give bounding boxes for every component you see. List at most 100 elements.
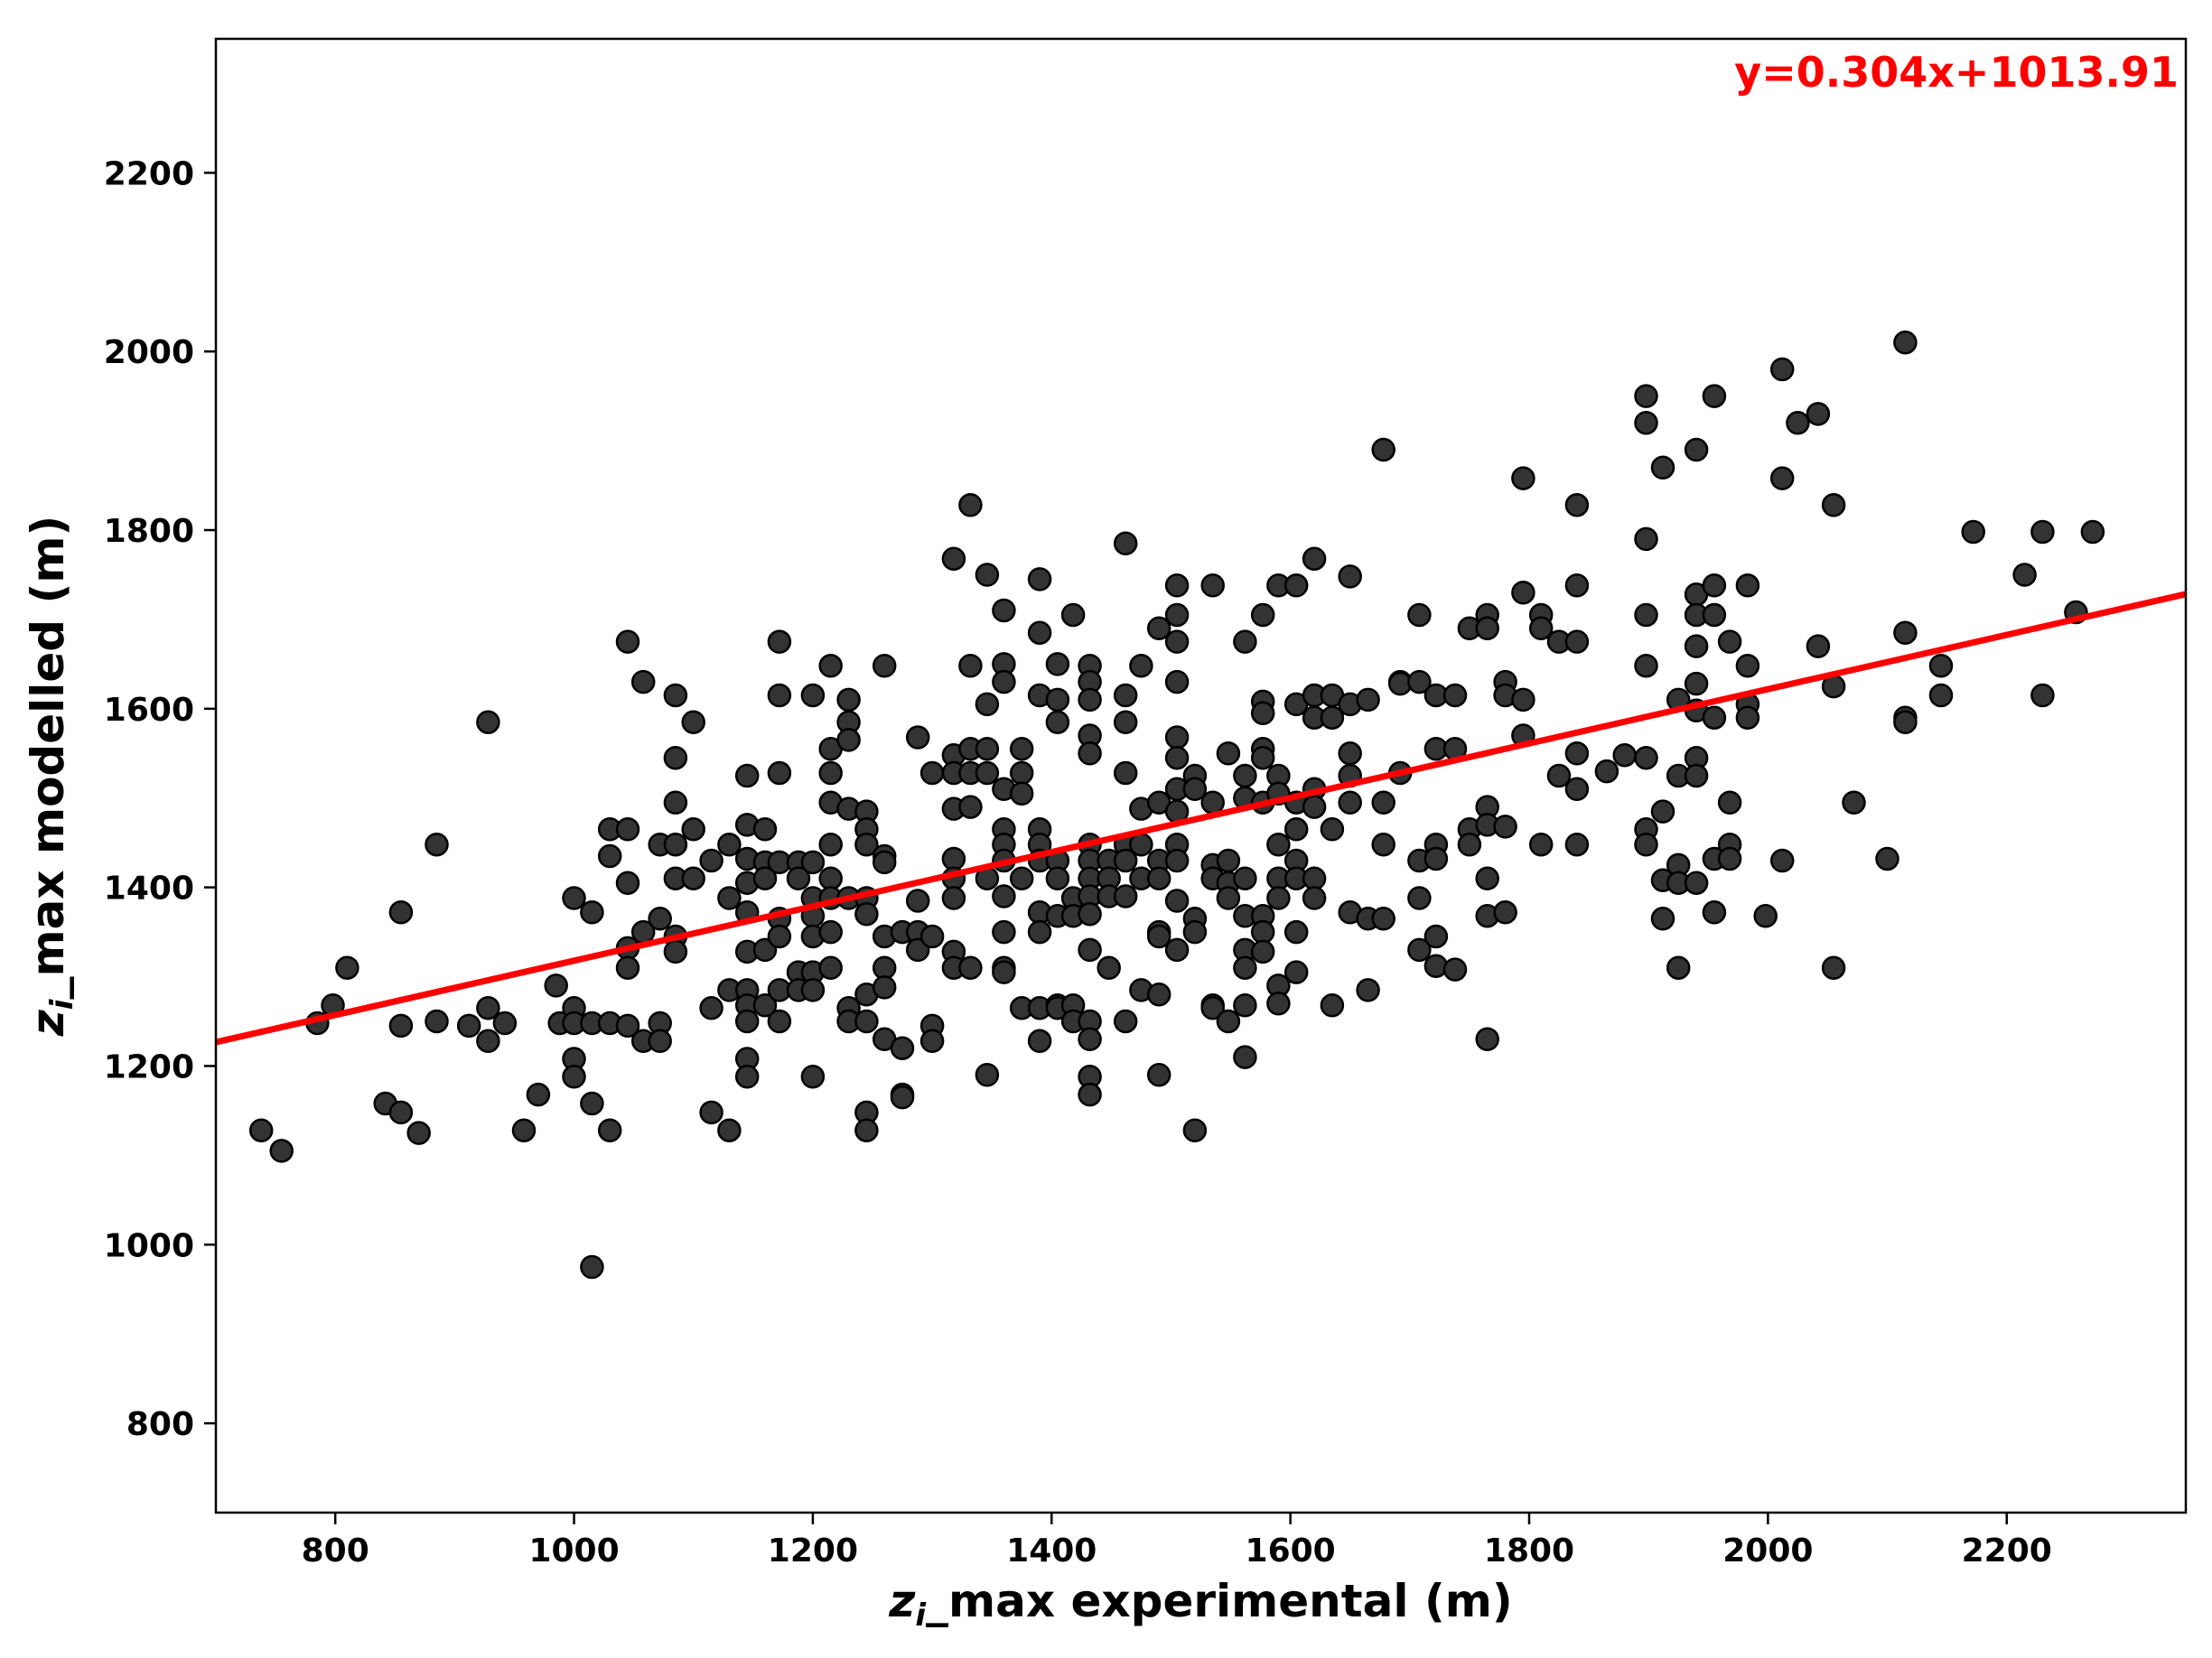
data-point [476,995,500,1020]
y-tick-label: 1200 [104,1048,194,1085]
data-point [1027,620,1052,645]
data-point [1564,741,1590,766]
data-point [1442,683,1468,708]
x-axis-title-text: _max experimental (m) [926,1575,1513,1627]
data-point [1407,886,1432,910]
data-point [1078,687,1102,713]
data-point [663,939,688,964]
data-point [1423,954,1449,978]
data-point [854,1009,879,1034]
data-point [752,817,778,842]
data-point [818,866,843,890]
data-point [818,654,843,678]
data-point [597,843,622,869]
data-point [919,1029,945,1054]
data-point [1356,978,1380,1002]
data-point [248,1118,274,1142]
data-point [1684,763,1709,788]
data-point [992,884,1016,908]
data-point [1961,519,1985,545]
data-point [476,710,500,734]
data-point [992,598,1016,623]
data-point [1702,900,1727,925]
data-point [1283,960,1309,984]
data-point [717,886,742,910]
data-point [1735,573,1760,598]
data-point [1216,848,1241,873]
data-point [800,1065,826,1089]
data-point [1650,455,1675,480]
data-point [1009,866,1034,890]
data-point [1475,616,1499,641]
x-axis-ticks: 800 1000 1200 1400 1600 1800 2000 2200 [302,1513,2052,1570]
data-point [1078,1082,1102,1107]
data-point [1302,546,1327,571]
regression-line [215,591,2187,1046]
data-point [1594,759,1619,784]
data-point [1320,992,1345,1018]
y-tick-label: 1600 [104,692,194,729]
data-point [1684,634,1709,658]
data-point [562,886,586,910]
data-point [1702,573,1727,598]
data-point [615,871,640,895]
data-point [872,654,897,678]
data-point [663,745,688,770]
data-point [1684,671,1709,696]
data-point [1475,1027,1499,1052]
data-point [1182,919,1208,945]
data-point [854,832,879,857]
data-point [1146,866,1171,890]
data-point [1009,737,1034,761]
data-point [1078,741,1102,766]
data-point [492,1011,518,1036]
data-point [890,1085,915,1110]
data-point [1634,526,1658,552]
data-point [1735,654,1760,678]
data-point [1060,602,1086,628]
data-point [1113,760,1138,786]
data-point [975,1063,1000,1087]
y-axis-title-text: _max modelled (m) [22,516,74,1000]
data-point [1027,1029,1052,1054]
y-axis-title-variable: z [22,1009,74,1037]
data-point [1634,384,1658,408]
data-point [1564,629,1590,654]
data-point [615,817,640,842]
data-point [941,846,966,871]
data-point [1338,564,1362,589]
data-point [1893,331,1918,355]
data-point [919,924,945,949]
data-point [992,919,1016,945]
data-point [335,955,359,980]
y-tick-label: 2000 [104,334,194,371]
data-point [958,654,983,678]
data-point [872,975,897,1000]
data-point [1045,687,1070,713]
data-point [767,924,792,949]
data-point [1564,573,1590,598]
data-point [818,760,843,786]
data-point [1735,705,1760,730]
data-point [1806,634,1831,658]
data-point [905,889,930,913]
data-point [1009,760,1034,786]
data-point [1511,687,1535,713]
data-point [663,683,688,708]
data-point [1806,402,1831,426]
data-point [1283,817,1309,842]
data-point [456,1013,481,1039]
plot-frame [214,37,2188,1514]
data-point [1371,790,1395,815]
data-point [767,629,792,654]
data-point [1634,654,1658,678]
y-tick-label: 1400 [104,871,194,908]
x-axis-title-variable: z [888,1575,916,1627]
data-point [800,683,826,708]
data-point [1283,573,1309,598]
data-point [1338,790,1362,815]
data-point [597,1118,622,1142]
data-point [800,850,826,875]
data-point [992,960,1016,984]
